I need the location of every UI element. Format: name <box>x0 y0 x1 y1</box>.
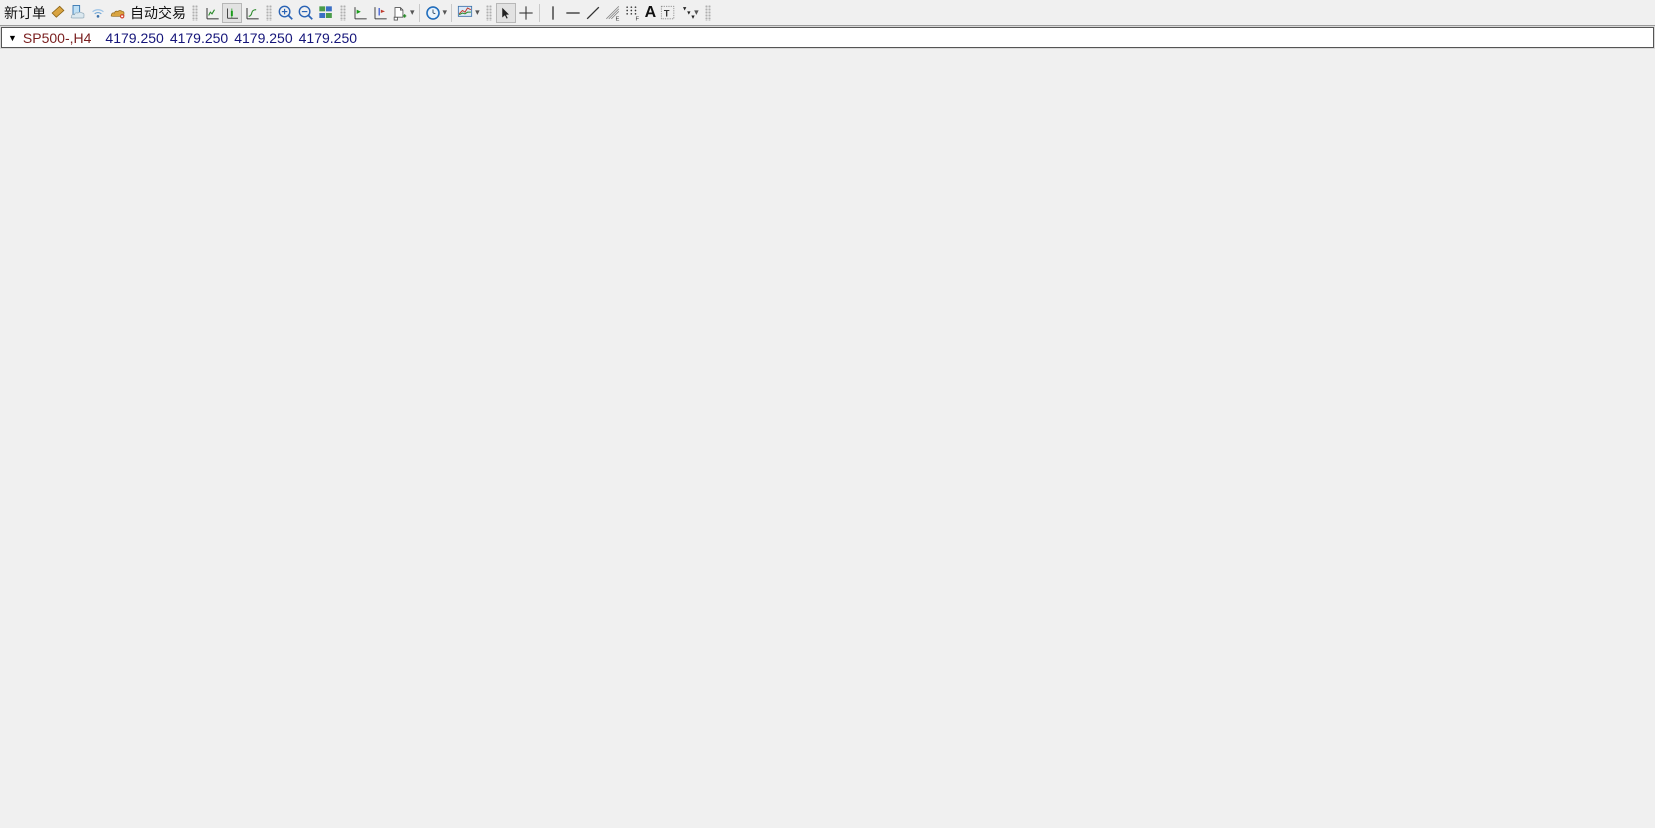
svg-text:T: T <box>664 8 670 18</box>
svg-text:F: F <box>635 16 639 22</box>
svg-text:E: E <box>615 16 619 22</box>
